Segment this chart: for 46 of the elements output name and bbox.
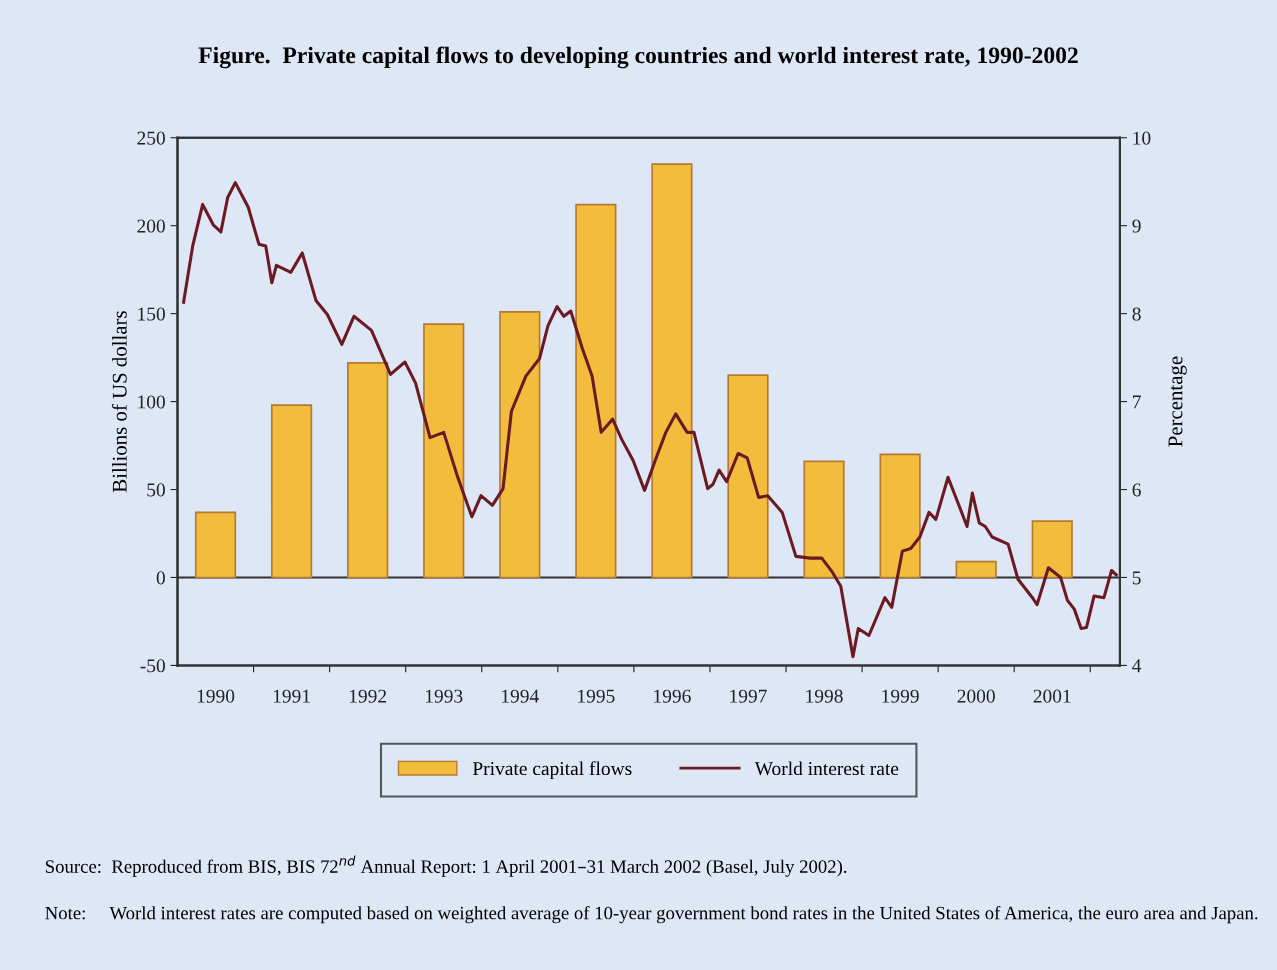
bar <box>955 560 997 579</box>
chart-title: Figure. Private capital flows to developing countries and world interest rate, 1990-2002 <box>198 46 1078 69</box>
legend-label: World interest rate <box>754 761 899 776</box>
x-tick-label: 1990 <box>197 689 235 703</box>
x-tick-label: 1997 <box>730 689 767 703</box>
line-series <box>182 181 1118 659</box>
y-tick-label: 150 <box>138 307 165 321</box>
y2-tick-label: 9 <box>1132 219 1141 233</box>
y2-axis-title: Percentage <box>1168 356 1187 447</box>
x-tick-label: 1992 <box>349 689 387 703</box>
y-tick-label: 200 <box>137 219 165 233</box>
bar <box>270 404 313 579</box>
x-tick-label: 1994 <box>502 689 539 703</box>
x-tick-label: 1996 <box>654 689 691 703</box>
y2-tick-label: 5 <box>1132 571 1141 585</box>
y2-tick-label: 7 <box>1133 395 1141 409</box>
bar <box>727 374 769 579</box>
x-tick-label: 1991 <box>273 689 310 703</box>
bar <box>1031 520 1073 579</box>
legend-label: Private capital flows <box>472 761 632 780</box>
y2-tick-label: 6 <box>1132 483 1141 497</box>
x-tick-label: 2000 <box>957 689 995 703</box>
bar <box>803 460 845 579</box>
bar <box>423 323 465 579</box>
bar <box>499 311 541 579</box>
y2-tick-label: 10 <box>1133 131 1151 145</box>
bar <box>347 362 389 579</box>
bar <box>194 511 237 579</box>
y-tick-label: 50 <box>147 483 165 497</box>
x-tick-label: 2001 <box>1033 689 1071 703</box>
y-tick-label: -50 <box>140 659 165 673</box>
x-tick-label: 1999 <box>882 689 919 703</box>
y2-tick-label: 8 <box>1132 307 1141 321</box>
source-note: Source: Reproduced from BIS, BIS 72$^{nd}$ Annual Report: 1 April 2001–31 March 2002 (Basel, July 2002). <box>45 855 847 877</box>
x-tick-label: 1995 <box>578 689 615 703</box>
y-tick-label: 100 <box>138 395 165 409</box>
bar <box>651 163 693 579</box>
y-tick-label: 250 <box>137 131 165 145</box>
text: Note: World interest rates are computed based on weighted average of 10-year government bond rates in the United States of America, the euro area and Japan. <box>45 905 1258 924</box>
bar <box>575 203 617 579</box>
y-tick-label: 0 <box>156 571 165 585</box>
x-tick-label: 1993 <box>425 689 463 703</box>
y-axis-title: Billions of US dollars <box>111 311 127 493</box>
y2-tick-label: 4 <box>1132 659 1142 673</box>
x-tick-label: 1998 <box>806 689 843 703</box>
bar <box>879 453 921 579</box>
